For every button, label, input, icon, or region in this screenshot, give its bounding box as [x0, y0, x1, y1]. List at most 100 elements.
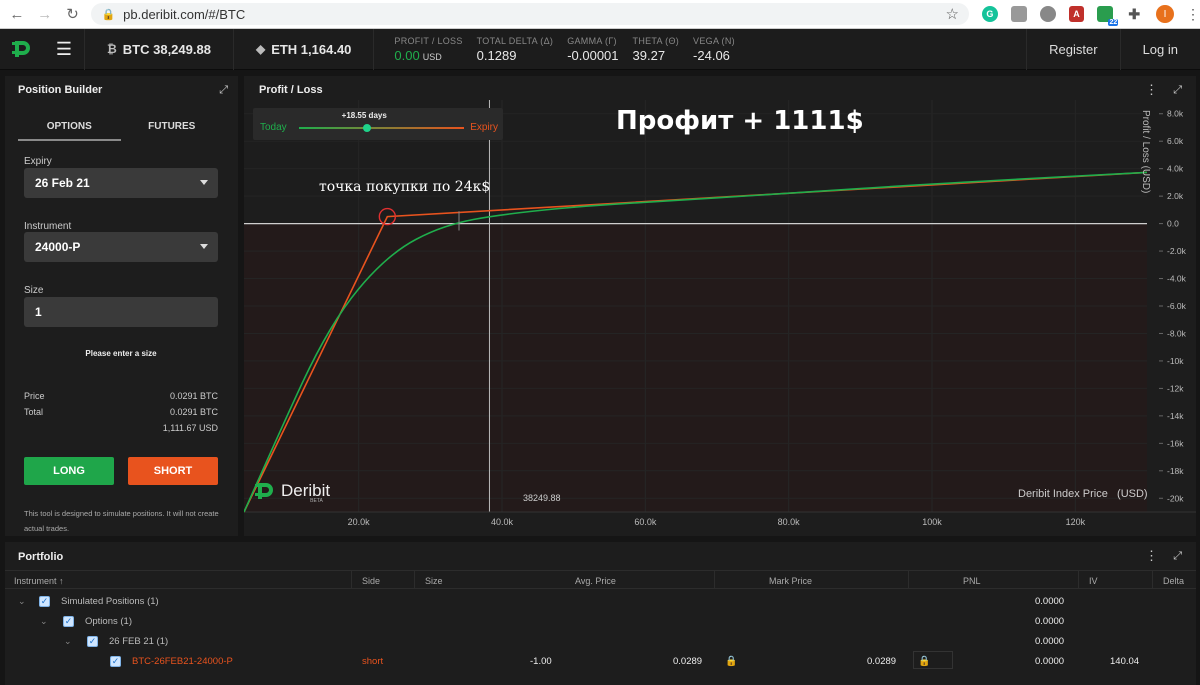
greek-value: -24.06: [693, 47, 730, 63]
extension-icon[interactable]: [1010, 6, 1027, 22]
table-row[interactable]: ✓ BTC-26FEB21-24000-P short -1.00 0.0289…: [5, 651, 1196, 672]
lock-icon[interactable]: 🔒: [918, 656, 931, 667]
deribit-logo-icon[interactable]: [0, 29, 44, 70]
greek-theta: THETA (Θ) 39.27: [633, 29, 680, 70]
puzzle-icon[interactable]: ✚: [1128, 5, 1141, 22]
table-row[interactable]: ⌄ ✓ 26 FEB 21 (1) 0.0000: [5, 632, 1196, 652]
y-tick-label: 2.0k: [1167, 191, 1184, 201]
price-value: 0.0291 BTC: [169, 391, 218, 401]
col-side[interactable]: Side: [362, 576, 381, 586]
size-label: Size: [24, 285, 44, 296]
watermark-beta: BETA: [310, 498, 323, 504]
expand-icon[interactable]: ⤢: [219, 84, 228, 96]
browser-menu-icon[interactable]: ⋮: [1185, 5, 1200, 22]
row-checkbox[interactable]: ✓: [63, 616, 74, 627]
more-options-icon[interactable]: ⋮: [1145, 548, 1158, 563]
col-size[interactable]: Size: [425, 576, 443, 586]
series-today-line: [244, 171, 1148, 513]
greek-label: GAMMA (Γ): [567, 35, 617, 46]
instrument-link[interactable]: BTC-26FEB21-24000-P: [132, 656, 233, 667]
table-row[interactable]: ⌄ ✓ Options (1) 0.0000: [5, 612, 1196, 632]
lock-icon[interactable]: 🔒: [725, 656, 738, 667]
short-button[interactable]: SHORT: [128, 457, 218, 485]
deribit-logo-icon: [255, 483, 273, 499]
tab-options[interactable]: OPTIONS: [18, 113, 121, 141]
pdf-icon[interactable]: A: [1068, 6, 1085, 22]
y-tick-label: -8.0k: [1167, 328, 1187, 338]
disclaimer-text: This tool is designed to simulate positi…: [24, 509, 219, 533]
slider-knob[interactable]: [362, 124, 371, 132]
row-pnl: 0.0000: [1035, 656, 1065, 667]
greek-label: PROFIT / LOSS: [394, 35, 463, 46]
price-label: Price: [24, 391, 45, 401]
total-label: Total: [24, 407, 44, 417]
grammarly-icon[interactable]: G: [981, 6, 998, 22]
x-tick-label: 60.0k: [634, 517, 657, 527]
slider-expiry-label: Expiry: [470, 122, 498, 133]
x-tick-label: 20.0k: [348, 517, 371, 527]
tab-futures[interactable]: FUTURES: [148, 121, 196, 132]
col-pnl[interactable]: PNL: [963, 576, 981, 586]
reload-icon[interactable]: ↻: [66, 6, 79, 23]
extension-badge: 22: [1108, 19, 1119, 26]
row-pnl: 0.0000: [1035, 596, 1065, 607]
index-label: Deribit Index Price: [1018, 488, 1108, 500]
more-options-icon[interactable]: ⋮: [1145, 82, 1158, 97]
badge-extension-icon[interactable]: 22: [1097, 6, 1119, 26]
buy-point-marker: [378, 207, 397, 226]
compass-icon[interactable]: [1039, 6, 1056, 22]
menu-icon[interactable]: ☰: [55, 38, 73, 59]
address-bar[interactable]: 🔒 pb.deribit.com/#/BTC ☆: [91, 3, 969, 25]
size-input[interactable]: 1: [24, 297, 218, 327]
greek-value: 0.00: [394, 47, 420, 63]
x-tick-label: 80.0k: [778, 517, 801, 527]
watermark-text: Deribit: [281, 481, 331, 500]
total-row: Total 0.0291 BTC: [24, 407, 218, 417]
profit-loss-chart[interactable]: 20.0k 40.0k 60.0k 80.0k 100k 120k 8.0k 6.0k 4.0k…: [244, 100, 1196, 536]
col-mark-price[interactable]: Mark Price: [769, 576, 813, 586]
slider-today-label: Today: [260, 122, 287, 133]
expand-icon[interactable]: ⤢: [1173, 550, 1182, 562]
profit-loss-title: Profit / Loss: [259, 84, 323, 96]
back-icon[interactable]: ←: [9, 5, 25, 23]
portfolio-panel: Portfolio ⋮ ⤢ Instrument ↑ Side Size Avg…: [5, 542, 1196, 685]
row-checkbox[interactable]: ✓: [87, 636, 98, 647]
row-pnl: 0.0000: [1035, 616, 1065, 627]
col-iv[interactable]: IV: [1089, 576, 1098, 586]
row-pnl: 0.0000: [1035, 636, 1065, 647]
expand-icon[interactable]: ⤢: [1173, 84, 1182, 96]
y-tick-label: 0.0: [1167, 219, 1179, 229]
row-mark-price: 0.0289: [867, 656, 897, 667]
table-row[interactable]: ⌄ ✓ Simulated Positions (1) 0.0000: [5, 592, 1196, 612]
bookmark-star-icon[interactable]: ☆: [945, 6, 959, 23]
col-instrument[interactable]: Instrument ↑: [14, 576, 64, 586]
forward-icon[interactable]: →: [37, 5, 53, 23]
login-button[interactable]: Log in: [1119, 28, 1200, 70]
chevron-down-icon[interactable]: ⌄: [18, 596, 26, 606]
y-tick-label: -16k: [1167, 438, 1184, 448]
register-button[interactable]: Register: [1026, 28, 1119, 70]
expiry-label: Expiry: [24, 156, 52, 167]
eth-price: ETH 1,164.40: [271, 41, 352, 57]
browser-toolbar: ← → ↻ 🔒 pb.deribit.com/#/BTC ☆ G A 22 ✚ …: [0, 0, 1200, 29]
mark-price-input[interactable]: [913, 651, 953, 669]
profile-avatar[interactable]: I: [1156, 5, 1174, 23]
long-button[interactable]: LONG: [24, 457, 114, 485]
col-delta[interactable]: Delta: [1163, 576, 1185, 586]
col-avg-price[interactable]: Avg. Price: [575, 576, 616, 586]
greek-delta: TOTAL DELTA (Δ) 0.1289: [477, 29, 554, 70]
eth-ticker[interactable]: ◆ ETH 1,164.40: [232, 28, 373, 70]
btc-ticker[interactable]: ₿ BTC 38,249.88: [84, 28, 233, 70]
row-label: 26 FEB 21 (1): [109, 636, 169, 647]
slider-track[interactable]: [299, 124, 464, 132]
greek-value: 0.1289: [476, 47, 517, 63]
profit-annotation: Профит + 1111$: [616, 106, 864, 136]
expiry-select[interactable]: 26 Feb 21: [24, 168, 218, 198]
instrument-label: Instrument: [24, 221, 72, 232]
row-checkbox[interactable]: ✓: [39, 596, 50, 607]
chevron-down-icon[interactable]: ⌄: [40, 616, 48, 626]
chevron-down-icon[interactable]: ⌄: [64, 636, 72, 646]
url-text: pb.deribit.com/#/BTC: [123, 6, 246, 22]
instrument-select[interactable]: 24000-P: [24, 232, 218, 262]
row-checkbox[interactable]: ✓: [110, 656, 121, 667]
